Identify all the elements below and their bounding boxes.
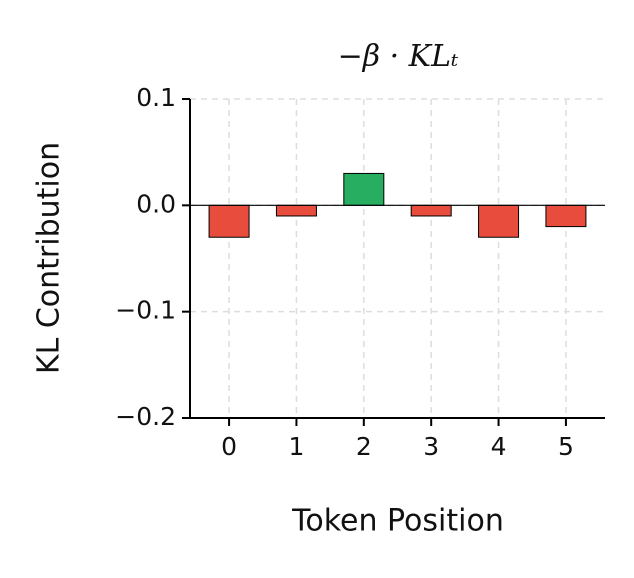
x-tick-label: 4 <box>491 432 507 461</box>
bar <box>343 172 385 206</box>
y-tick-label: −0.2 <box>115 402 176 431</box>
x-tick-label: 1 <box>288 432 304 461</box>
bar <box>208 204 250 238</box>
y-axis-label: KL Contribution <box>32 142 67 374</box>
bar <box>478 204 520 238</box>
y-tick-label: −0.1 <box>115 296 176 325</box>
x-tick-label: 2 <box>356 432 372 461</box>
x-axis-label: Token Position <box>291 504 504 539</box>
y-tick-label: 0.1 <box>136 83 176 112</box>
x-tick-label: 3 <box>423 432 439 461</box>
y-tick-label: 0.0 <box>136 189 176 218</box>
bar <box>275 204 317 217</box>
bar <box>410 204 452 217</box>
chart-title: −β · KLₜ <box>338 39 459 74</box>
x-tick-label: 5 <box>558 432 574 461</box>
x-tick-label: 0 <box>221 432 237 461</box>
bar <box>545 204 587 228</box>
